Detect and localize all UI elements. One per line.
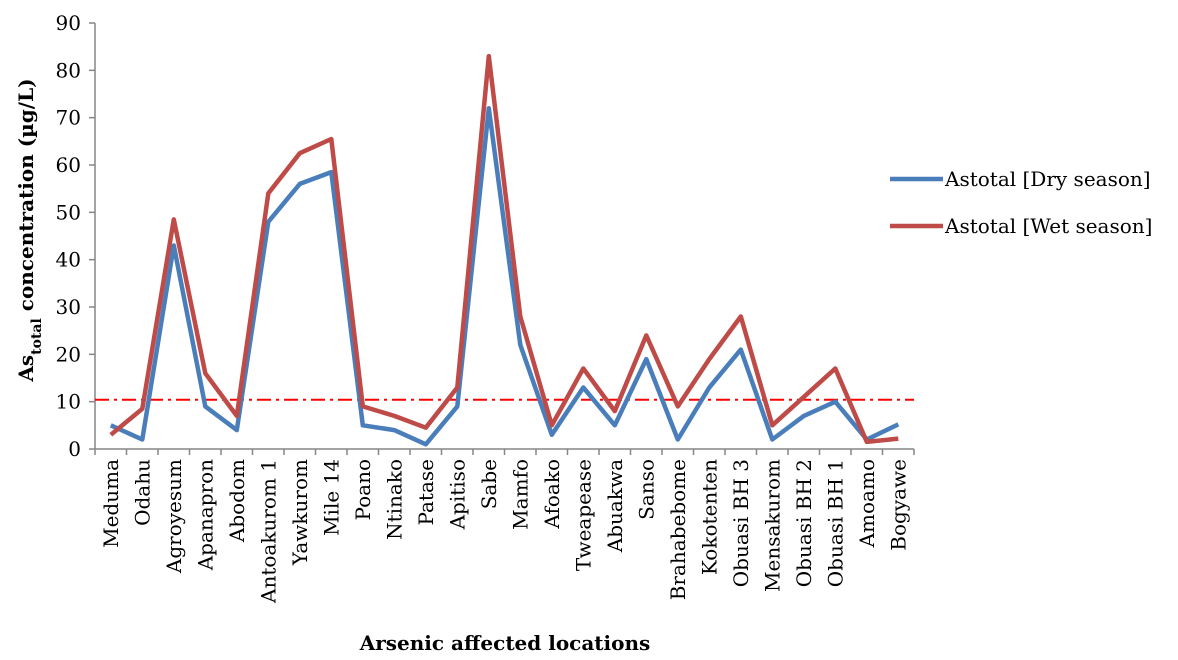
x-axis-ticks: Meduma Odahu Agroyesum Apanapron Abodom Antoa…	[94, 449, 915, 604]
x-tick-label: Apanapron	[193, 459, 217, 571]
y-tick-label: 80	[56, 58, 81, 82]
x-tick-label: Tweapease	[571, 459, 595, 571]
y-tick-label: 70	[56, 106, 81, 130]
x-tick-label: Yawkurom	[288, 459, 312, 566]
x-tick-label: Afoako	[540, 459, 564, 530]
y-tick-label: 20	[56, 342, 81, 366]
x-tick-label: Kokotenten	[697, 459, 721, 575]
x-tick-label: Mensakurom	[760, 459, 784, 592]
y-tick-label: 60	[56, 153, 81, 177]
y-axis-title-subscript: total	[29, 318, 45, 355]
x-tick-label: Amoamo	[855, 459, 879, 548]
y-axis-ticks: 0 10 20 30 40 50 60 70 80 90	[56, 11, 95, 461]
series-line-2	[109, 53, 899, 445]
y-axis-title-prefix: As	[14, 355, 38, 383]
y-tick-label: 30	[56, 295, 81, 319]
series-lines	[109, 53, 900, 447]
series-line-1	[109, 105, 900, 447]
x-tick-label: Obuasi BH 1	[823, 459, 847, 587]
x-tick-label: Meduma	[99, 459, 123, 548]
x-tick-label: Mile 14	[319, 459, 343, 536]
y-tick-label: 50	[56, 200, 81, 224]
x-tick-label: Bogyawe	[886, 459, 910, 551]
y-tick-label: 90	[56, 11, 81, 35]
x-tick-label: Sabe	[477, 459, 501, 509]
legend-label-1: Astotal [Dry season]	[944, 167, 1151, 191]
x-tick-label: Patase	[414, 459, 438, 526]
y-axis-title: Astotal concentration (µg/L)	[14, 78, 45, 382]
x-tick-label: Apitiso	[445, 459, 469, 530]
x-tick-label: Brahabebome	[666, 459, 690, 600]
y-tick-label: 40	[56, 248, 81, 272]
x-tick-label: Abodom	[225, 459, 249, 543]
y-axis-title-suffix: concentration (µg/L)	[14, 78, 38, 318]
legend: Astotal [Dry season] Astotal [Wet season]	[890, 167, 1152, 238]
x-tick-label: Abuakwa	[603, 459, 627, 553]
x-tick-label: Obuasi BH 2	[792, 459, 816, 587]
y-tick-label: 10	[56, 390, 81, 414]
x-tick-label: Agroyesum	[162, 459, 186, 574]
x-tick-label: Mamfo	[508, 459, 532, 530]
x-axis-title: Arsenic affected locations	[359, 631, 651, 655]
x-tick-label: Sanso	[634, 459, 658, 520]
y-tick-label: 0	[68, 437, 81, 461]
x-tick-label: Ntinako	[382, 459, 406, 540]
x-tick-label: Obuasi BH 3	[729, 459, 753, 587]
x-tick-label: Antoakurom 1	[256, 459, 280, 604]
legend-label-2: Astotal [Wet season]	[944, 214, 1152, 238]
x-tick-label: Poano	[351, 459, 375, 521]
x-tick-label: Odahu	[130, 459, 154, 526]
